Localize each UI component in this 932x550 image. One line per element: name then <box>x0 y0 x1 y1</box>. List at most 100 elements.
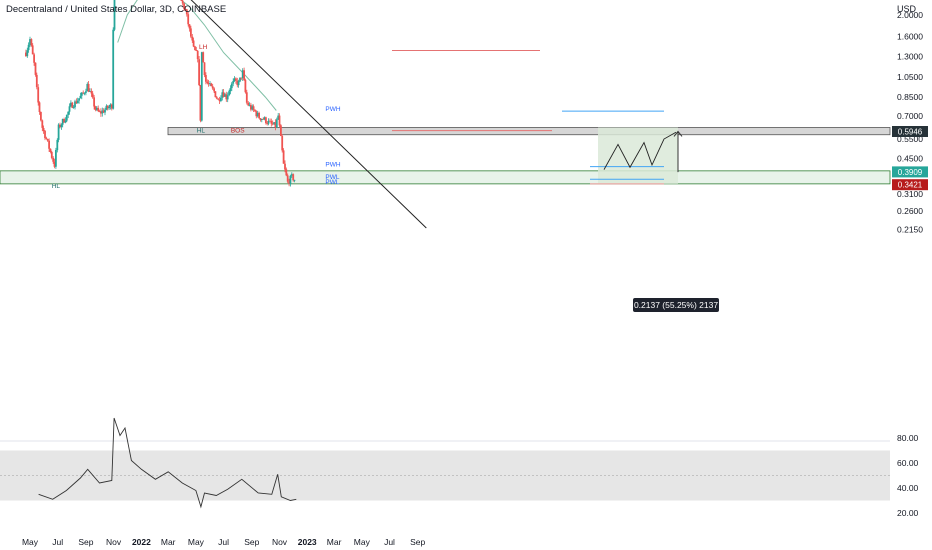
y-tick-label: 0.5500 <box>897 134 923 144</box>
candle-body <box>239 77 241 82</box>
rsi-line <box>38 417 297 509</box>
candle-body <box>93 97 95 107</box>
candle-body <box>55 150 57 167</box>
candle-body <box>225 94 228 100</box>
candle-body <box>215 97 218 99</box>
candle-body <box>53 161 56 167</box>
x-tick-label: Nov <box>272 537 288 547</box>
candle-body <box>50 152 53 158</box>
candle-body <box>37 87 40 103</box>
candle-body <box>89 91 91 92</box>
candle-body <box>210 83 213 87</box>
candle-body <box>266 123 269 124</box>
candle-body <box>110 104 113 109</box>
candle-body <box>209 83 211 85</box>
candle-body <box>248 104 251 106</box>
candle-body <box>79 95 82 99</box>
moving-average-line <box>117 0 277 111</box>
candle-body <box>237 81 240 86</box>
candle-body <box>64 120 67 123</box>
price-tag: 0.3421 <box>898 181 923 190</box>
candle-body <box>26 50 29 57</box>
annotation-label: PWL <box>325 174 339 181</box>
candle-body <box>181 0 184 4</box>
annotation-label: LH <box>199 44 208 51</box>
candle-body <box>60 124 63 128</box>
candle-body <box>218 99 221 102</box>
candle-body <box>190 28 192 37</box>
x-tick-label: Jul <box>52 537 63 547</box>
candle-body <box>180 0 183 1</box>
rsi-tick-label: 60.00 <box>897 458 919 468</box>
x-tick-label: May <box>188 537 205 547</box>
candle-body <box>101 110 104 114</box>
candle-body <box>211 86 214 89</box>
annotation-label: BOS <box>231 127 245 134</box>
candle-body <box>243 70 245 81</box>
y-tick-label: 0.2150 <box>897 224 923 234</box>
price-tag: 0.3909 <box>898 168 923 177</box>
candle-body <box>102 110 105 113</box>
price-tag-bg <box>892 126 928 137</box>
candle-body <box>97 107 100 111</box>
measure-tooltip-box <box>633 298 719 312</box>
candle-body <box>61 119 64 125</box>
candle-body <box>222 92 225 97</box>
candle-body <box>293 179 296 181</box>
candle-body <box>87 84 90 92</box>
candle-body <box>72 107 75 108</box>
currency-label: USD <box>897 4 917 14</box>
candle-body <box>240 77 243 79</box>
candle-body <box>224 94 226 97</box>
x-tick-label: 2023 <box>298 537 317 547</box>
candle-body <box>105 105 108 110</box>
candle-body <box>52 157 55 162</box>
candle-body <box>82 92 85 94</box>
candle-body <box>70 102 72 107</box>
candle-body <box>270 121 273 124</box>
annotation-label: PWH <box>325 106 340 113</box>
candle-body <box>76 100 79 104</box>
candle-body <box>183 3 185 9</box>
candle-body <box>267 120 270 124</box>
candle-body <box>269 120 271 122</box>
candle-body <box>75 101 78 104</box>
x-tick-label: Mar <box>161 537 176 547</box>
y-tick-label: 0.4500 <box>897 153 923 163</box>
candle-body <box>27 44 30 51</box>
candle-body <box>196 50 199 60</box>
projected-path <box>603 131 677 170</box>
candle-body <box>44 130 46 139</box>
candle-body <box>230 83 233 89</box>
candle-body <box>98 111 101 112</box>
candle-body <box>94 106 97 110</box>
candle-body <box>78 98 80 101</box>
x-tick-label: 2022 <box>132 537 151 547</box>
candle-body <box>86 84 89 92</box>
candle-body <box>277 115 280 120</box>
candle-body <box>273 122 275 125</box>
candle-body <box>63 119 65 123</box>
candle-body <box>292 174 295 181</box>
measure-tooltip: 0.2137 (55.25%) 2137 <box>634 300 718 310</box>
candle-body <box>252 106 255 110</box>
candle-body <box>33 54 35 63</box>
candle-body <box>104 109 106 113</box>
candle-body <box>256 112 259 117</box>
candle-body <box>241 70 244 79</box>
candle-body <box>45 138 48 139</box>
x-tick-label: Nov <box>106 537 122 547</box>
candle-body <box>187 14 190 25</box>
measure-arrow-head <box>673 130 683 137</box>
candle-body <box>108 106 110 109</box>
candle-body <box>34 62 37 75</box>
candle-body <box>288 181 290 184</box>
x-tick-label: May <box>354 537 371 547</box>
candle-body <box>282 150 285 164</box>
y-tick-label: 0.2600 <box>897 206 923 216</box>
y-tick-label: 1.6000 <box>897 31 923 41</box>
candle-body <box>56 139 59 151</box>
candle-body <box>262 119 265 120</box>
y-tick-label: 2.0000 <box>897 10 923 20</box>
candle-body <box>221 92 224 98</box>
